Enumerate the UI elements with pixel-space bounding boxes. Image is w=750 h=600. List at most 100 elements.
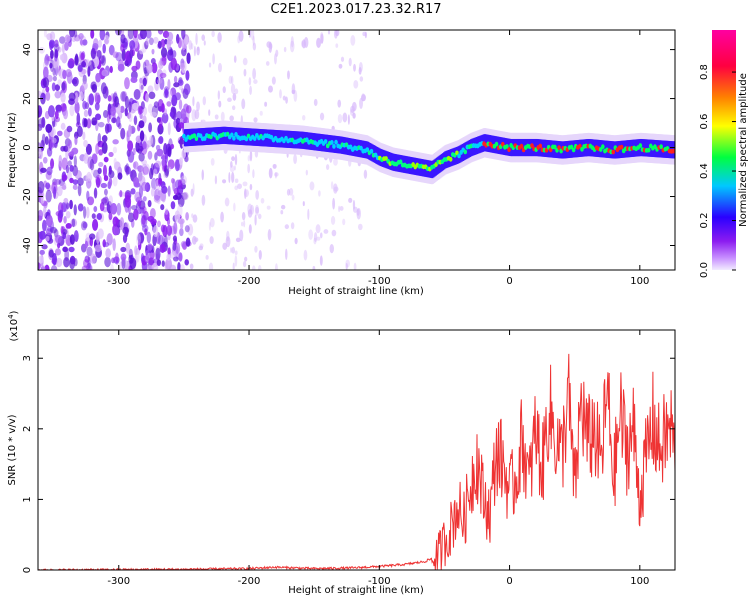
- noise-speckle: [152, 168, 158, 176]
- colorbar-tick-label: 0.2: [699, 213, 710, 229]
- noise-speckle: [163, 143, 168, 155]
- noise-streak: [232, 262, 235, 270]
- noise-streak: [353, 63, 356, 72]
- noise-speckle: [77, 64, 83, 73]
- noise-speckle: [73, 155, 77, 168]
- signal-core: [330, 139, 334, 145]
- signal-core: [671, 148, 675, 154]
- noise-speckle: [172, 241, 177, 251]
- noise-speckle: [139, 49, 144, 55]
- noise-speckle: [161, 260, 165, 267]
- noise-speckle: [157, 177, 162, 187]
- noise-speckle: [73, 30, 78, 38]
- heatmap-y-axis-label: Frequency (Hz): [7, 112, 18, 188]
- noise-streak: [239, 229, 244, 242]
- noise-streak: [249, 85, 252, 95]
- noise-speckle: [160, 47, 168, 58]
- noise-speckle: [148, 257, 155, 266]
- noise-speckle: [113, 256, 120, 264]
- noise-speckle: [179, 157, 184, 166]
- noise-speckle: [120, 127, 126, 140]
- noise-speckle: [128, 124, 132, 137]
- noise-streak: [363, 169, 368, 179]
- noise-streak: [323, 229, 329, 234]
- noise-streak: [217, 62, 222, 73]
- noise-streak: [231, 171, 235, 183]
- noise-speckle: [144, 228, 148, 236]
- noise-speckle: [133, 30, 138, 39]
- noise-speckle: [44, 264, 50, 270]
- noise-speckle: [113, 157, 117, 166]
- noise-speckle: [45, 123, 53, 133]
- noise-speckle: [103, 35, 110, 45]
- noise-speckle: [94, 92, 101, 105]
- noise-streak: [241, 211, 246, 221]
- noise-streak: [234, 178, 239, 183]
- noise-streak: [319, 232, 323, 239]
- noise-speckle: [151, 62, 158, 74]
- signal-band: [432, 160, 435, 178]
- noise-streak: [327, 30, 331, 35]
- noise-speckle: [64, 158, 68, 165]
- noise-speckle: [69, 234, 76, 245]
- noise-speckle: [127, 30, 134, 40]
- noise-streak: [220, 111, 225, 122]
- noise-speckle: [142, 141, 147, 150]
- noise-speckle: [129, 257, 137, 270]
- noise-streak: [325, 164, 330, 171]
- snr-series-line: [38, 353, 675, 570]
- noise-speckle: [72, 184, 78, 190]
- noise-speckle: [105, 248, 111, 259]
- noise-streak: [194, 109, 200, 120]
- noise-speckle: [150, 188, 155, 197]
- noise-streak: [342, 218, 346, 226]
- noise-speckle: [167, 185, 171, 197]
- noise-speckle: [38, 145, 42, 158]
- noise-streak: [235, 237, 241, 243]
- noise-speckle: [147, 199, 152, 208]
- noise-streak: [313, 237, 317, 245]
- noise-streak: [203, 40, 206, 46]
- noise-speckle: [65, 69, 72, 78]
- noise-streak: [291, 194, 295, 201]
- noise-speckle: [51, 116, 55, 122]
- noise-speckle: [62, 246, 68, 253]
- noise-speckle: [103, 110, 109, 118]
- noise-speckle: [79, 91, 84, 101]
- noise-streak: [230, 161, 233, 168]
- noise-speckle: [68, 92, 76, 102]
- noise-speckle: [42, 93, 46, 99]
- noise-streak: [358, 61, 363, 73]
- noise-speckle: [73, 204, 77, 216]
- noise-speckle: [57, 79, 62, 87]
- noise-streak: [191, 109, 197, 122]
- colorbar-axis: 0.0 0.2 0.4 0.6 0.8: [699, 64, 736, 278]
- noise-speckle: [109, 65, 113, 74]
- noise-speckle: [38, 123, 43, 132]
- noise-speckle: [86, 246, 93, 257]
- noise-speckle: [124, 195, 132, 208]
- signal-band: [316, 133, 319, 151]
- noise-streak: [305, 169, 308, 176]
- noise-speckle: [150, 218, 157, 225]
- noise-speckle: [166, 38, 171, 50]
- heatmap-y-tick-label: -40: [22, 237, 33, 253]
- noise-speckle: [132, 102, 139, 111]
- snr-y-tick-label: 2: [22, 426, 33, 432]
- noise-speckle: [125, 163, 130, 176]
- noise-speckle: [186, 52, 191, 65]
- noise-streak: [222, 242, 228, 250]
- colorbar: [712, 30, 736, 270]
- noise-speckle: [77, 203, 84, 212]
- noise-speckle: [107, 95, 112, 102]
- noise-streak: [247, 155, 251, 162]
- signal-band: [437, 156, 440, 174]
- noise-speckle: [115, 252, 119, 263]
- noise-streak: [255, 206, 259, 214]
- noise-streak: [234, 250, 238, 256]
- noise-speckle: [112, 176, 118, 187]
- noise-speckle: [129, 49, 134, 59]
- noise-speckle: [66, 143, 71, 153]
- noise-speckle: [43, 30, 48, 38]
- noise-speckle: [174, 159, 180, 172]
